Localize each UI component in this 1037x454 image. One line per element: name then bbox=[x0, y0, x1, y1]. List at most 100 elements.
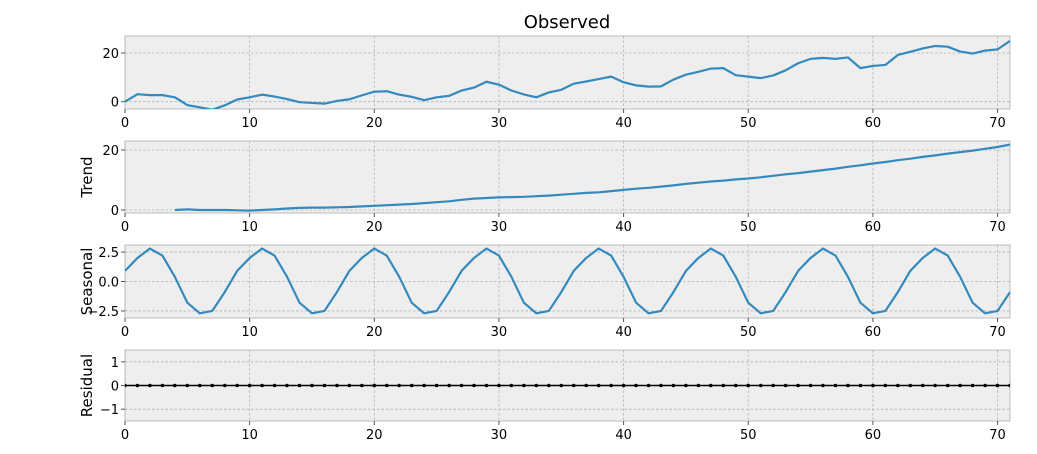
y-axis-label: Trend bbox=[78, 156, 96, 198]
x-tick-label: 60 bbox=[865, 220, 882, 235]
residual-point bbox=[970, 383, 975, 388]
residual-point bbox=[833, 383, 838, 388]
residual-point bbox=[409, 383, 414, 388]
residual-point bbox=[634, 383, 638, 388]
residual-point bbox=[447, 383, 451, 388]
residual-point bbox=[983, 383, 987, 388]
series-line-trend bbox=[174, 143, 1010, 212]
x-tick-label: 10 bbox=[241, 325, 258, 340]
residual-point bbox=[297, 383, 302, 388]
y-tick-label: −2.5 bbox=[87, 305, 119, 320]
panel-observed: 0 10 20 30 40 50 60 70 0 20 bbox=[102, 35, 1011, 131]
x-tick-label: 30 bbox=[491, 116, 508, 131]
residual-point bbox=[210, 383, 215, 388]
residual-point bbox=[908, 383, 913, 388]
residual-point bbox=[173, 383, 177, 388]
residual-point bbox=[958, 383, 962, 388]
residual-point bbox=[148, 383, 152, 388]
x-tick-label: 40 bbox=[615, 220, 632, 235]
x-tick-label: 0 bbox=[121, 116, 129, 131]
y-tick-label: 0.0 bbox=[98, 276, 119, 291]
x-tick-label: 60 bbox=[865, 325, 882, 340]
residual-point bbox=[621, 383, 626, 388]
residual-point bbox=[684, 383, 688, 388]
residual-point bbox=[322, 383, 327, 388]
residual-point bbox=[846, 383, 850, 388]
residual-point bbox=[609, 383, 613, 388]
x-tick-label: 50 bbox=[740, 325, 757, 340]
plot-area bbox=[124, 140, 1011, 214]
residual-point bbox=[858, 383, 863, 388]
residual-point bbox=[559, 383, 564, 388]
x-tick-label: 70 bbox=[989, 116, 1006, 131]
residual-point bbox=[125, 383, 127, 388]
residual-point bbox=[808, 383, 813, 388]
x-tick-label: 10 bbox=[241, 220, 258, 235]
residual-point bbox=[335, 383, 339, 388]
x-tick-label: 40 bbox=[615, 325, 632, 340]
y-tick-label: 0 bbox=[111, 380, 119, 395]
residual-point bbox=[746, 383, 751, 388]
y-tick-label: 20 bbox=[102, 144, 119, 159]
residual-point bbox=[871, 383, 875, 388]
x-tick-label: 50 bbox=[740, 116, 757, 131]
residual-point bbox=[920, 383, 925, 388]
residual-point bbox=[260, 383, 264, 388]
residual-point bbox=[721, 383, 726, 388]
residual-point bbox=[397, 383, 402, 388]
residual-point bbox=[896, 383, 900, 388]
residual-point bbox=[135, 383, 140, 388]
residual-point bbox=[372, 383, 377, 388]
y-axis-label: Residual bbox=[78, 354, 96, 417]
residual-point bbox=[509, 383, 514, 388]
residual-point bbox=[360, 383, 364, 388]
residual-point bbox=[596, 383, 601, 388]
residual-point bbox=[197, 383, 202, 388]
residual-point bbox=[696, 383, 701, 388]
residual-point bbox=[384, 383, 389, 388]
residual-point bbox=[347, 383, 352, 388]
x-tick-label: 20 bbox=[366, 220, 383, 235]
y-tick-label: 2.5 bbox=[98, 246, 119, 261]
residual-point bbox=[758, 383, 763, 388]
series-line-observed bbox=[125, 39, 1010, 109]
x-tick-label: 10 bbox=[241, 116, 258, 131]
residual-point bbox=[310, 383, 314, 388]
x-tick-label: 30 bbox=[491, 325, 508, 340]
residual-point bbox=[522, 383, 526, 388]
residual-point bbox=[285, 383, 289, 388]
y-tick-label: 20 bbox=[102, 47, 119, 62]
residual-point bbox=[547, 383, 551, 388]
x-tick-label: 50 bbox=[740, 220, 757, 235]
x-tick-label: 70 bbox=[989, 428, 1006, 443]
residual-point bbox=[783, 383, 788, 388]
x-tick-label: 0 bbox=[121, 220, 129, 235]
x-tick-label: 70 bbox=[989, 325, 1006, 340]
y-tick-label: −1 bbox=[100, 403, 119, 418]
residual-point bbox=[272, 383, 277, 388]
residual-point bbox=[945, 383, 950, 388]
x-tick-label: 60 bbox=[865, 428, 882, 443]
residual-point bbox=[1008, 383, 1010, 388]
y-tick-label: 0 bbox=[111, 96, 119, 111]
series-line-seasonal bbox=[125, 247, 1010, 315]
residual-point bbox=[160, 383, 165, 388]
residual-point bbox=[709, 383, 713, 388]
residual-point bbox=[422, 383, 426, 388]
x-tick-label: 20 bbox=[366, 116, 383, 131]
x-tick-label: 60 bbox=[865, 116, 882, 131]
x-tick-label: 30 bbox=[491, 220, 508, 235]
residual-point bbox=[733, 383, 738, 388]
x-tick-label: 40 bbox=[615, 116, 632, 131]
residual-point bbox=[235, 383, 239, 388]
panel-trend: 0 10 20 30 40 50 60 70 0 20 Trend bbox=[78, 140, 1011, 235]
residual-point bbox=[671, 383, 676, 388]
x-tick-label: 0 bbox=[121, 428, 129, 443]
residual-point bbox=[883, 383, 888, 388]
residual-point bbox=[571, 383, 576, 388]
residual-point bbox=[247, 383, 252, 388]
residual-point bbox=[821, 383, 825, 388]
